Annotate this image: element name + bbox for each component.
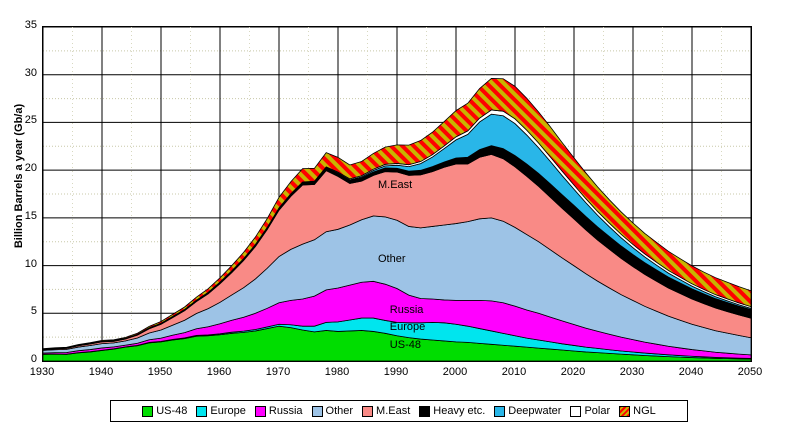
legend-item[interactable]: US-48 <box>142 405 187 417</box>
legend-label: Europe <box>210 405 246 417</box>
legend-item[interactable]: Other <box>311 405 354 417</box>
area-series: NGL <box>43 78 751 350</box>
legend-swatch <box>362 405 374 417</box>
legend-item[interactable]: Europe <box>196 405 246 417</box>
legend-label: NGL <box>633 405 656 417</box>
legend-swatch <box>142 405 154 417</box>
legend-label: Polar <box>584 405 611 417</box>
legend-swatch <box>311 405 323 417</box>
x-tick-label: 1970 <box>265 366 291 378</box>
x-tick-label: 1980 <box>324 366 350 378</box>
legend-swatch <box>419 405 431 417</box>
x-tick-label: 2020 <box>560 366 586 378</box>
x-tick-label: 2050 <box>737 366 763 378</box>
legend-label: Heavy etc. <box>433 405 486 417</box>
x-tick-label: 1990 <box>383 366 409 378</box>
x-tick-label: 2000 <box>442 366 468 378</box>
legend-label: Other <box>325 405 354 417</box>
legend-swatch-ngl <box>619 405 631 417</box>
series-label: M.East <box>378 179 413 192</box>
series-label: Other <box>378 252 406 265</box>
y-tick-label: 25 <box>24 114 37 127</box>
legend-swatch <box>570 405 582 417</box>
y-tick-label: 0 <box>30 353 37 365</box>
series-label: US-48 <box>389 338 421 351</box>
y-tick-label: 20 <box>24 162 37 175</box>
legend-item[interactable]: NGL <box>619 405 656 417</box>
legend-item[interactable]: M.East <box>362 405 410 417</box>
legend-label: US-48 <box>156 405 188 417</box>
x-tick-label: 1960 <box>206 366 232 378</box>
series-label: Europe <box>389 320 426 333</box>
y-tick-label: 10 <box>24 257 37 270</box>
legend-item[interactable]: Heavy etc. <box>419 405 485 417</box>
legend-swatch <box>494 405 506 417</box>
y-tick-label: 30 <box>24 66 37 79</box>
y-axis-title: Billion Barrels a year (Gb/a) <box>13 103 25 249</box>
chart-legend: US-48 Europe Russia Other M.East Heavy etc. De… <box>110 400 688 422</box>
y-tick-label: 35 <box>24 19 37 31</box>
legend-item[interactable]: Russia <box>254 405 303 417</box>
x-tick-label: 2030 <box>619 366 645 378</box>
legend-swatch <box>254 405 266 417</box>
x-tick-label: 2040 <box>678 366 704 378</box>
x-tick-label: 1930 <box>29 366 55 378</box>
x-tick-label: 2010 <box>501 366 527 378</box>
x-tick-label: 1940 <box>88 366 114 378</box>
x-tick-label: 1950 <box>147 366 173 378</box>
legend-label: M.East <box>376 405 411 417</box>
legend-label: Russia <box>268 405 303 417</box>
y-tick-label: 15 <box>24 209 37 222</box>
y-tick-label: 5 <box>30 305 37 318</box>
legend-item[interactable]: Polar <box>570 405 610 417</box>
legend-swatch <box>196 405 208 417</box>
legend-item[interactable]: Deepwater <box>494 405 561 417</box>
series-label: Russia <box>389 304 424 317</box>
legend-label: Deepwater <box>508 405 562 417</box>
